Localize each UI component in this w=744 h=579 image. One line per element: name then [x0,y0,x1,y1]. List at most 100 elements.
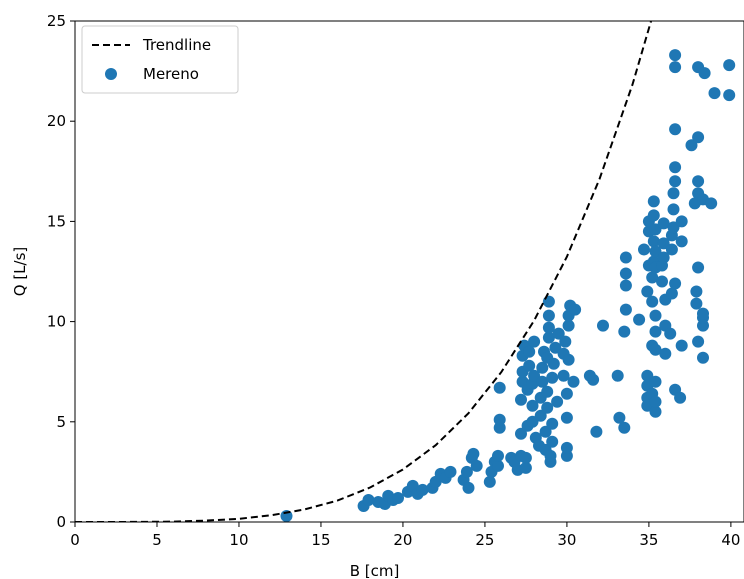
mereno-point [692,335,705,348]
chart-axes: 0 5 10 15 20 25 30 35 40 0 5 10 15 20 25 [47,12,744,549]
mereno-point [723,59,736,72]
mereno-point [697,351,709,364]
mereno-point [657,217,670,230]
x-tick-label: 10 [229,531,248,549]
mereno-point [562,319,575,332]
x-tick-label: 5 [152,531,162,549]
mereno-point [647,195,660,208]
mereno-point [641,285,654,298]
mereno-point [546,417,559,430]
mereno-point [392,492,404,504]
y-tick-label: 5 [56,413,66,431]
mereno-point [675,339,688,352]
mereno-point [470,459,483,472]
mereno-point [569,303,582,316]
x-axis-label: B [cm] [350,562,400,579]
mereno-point [647,235,660,248]
mereno-point [619,279,632,292]
mereno-point [483,475,496,488]
y-tick-label: 10 [47,313,66,331]
mereno-point [659,347,672,360]
mereno-point [657,237,670,250]
mereno-point [692,175,705,188]
mereno-point [444,465,457,478]
x-tick-label: 0 [70,531,80,549]
mereno-point [542,321,555,334]
mereno-point [560,411,573,424]
x-tick-label: 40 [721,531,740,549]
mereno-point [649,375,662,388]
mereno-point [552,327,565,340]
mereno-point [646,271,659,284]
mereno-point [649,309,662,322]
mereno-point [515,427,527,440]
mereno-point [649,343,662,356]
mereno-point [546,435,559,448]
y-tick-label: 15 [47,212,66,230]
y-tick-label: 25 [47,12,66,30]
mereno-point [542,309,555,322]
mereno-point [493,381,506,394]
mereno-point [551,395,564,408]
mereno-point [619,267,632,280]
mereno-point [467,447,480,460]
mereno-point [664,327,677,340]
mereno-point [649,245,662,258]
mereno-point [669,277,682,290]
mereno-point [534,409,547,422]
mereno-point [638,243,650,256]
mereno-point [649,325,662,338]
mereno-point [692,131,705,144]
mereno-point [523,345,536,358]
mereno-point [562,353,575,366]
mereno-point [685,139,698,152]
plot-frame [74,20,744,523]
mereno-point [597,319,609,332]
mereno-point [665,243,678,256]
mereno-point [698,67,711,80]
y-tick-label: 0 [56,513,66,531]
mereno-point [560,387,573,400]
x-tick-label: 35 [639,531,658,549]
mereno-point [611,369,624,382]
mereno-point [528,369,541,382]
legend: Trendline Mereno [81,25,239,94]
mereno-point [519,461,532,474]
mereno-point [618,421,631,434]
legend-box [81,25,239,94]
mereno-point [646,295,659,308]
mereno-point [492,449,504,462]
mereno-point [549,341,562,354]
mereno-point [523,359,536,372]
mereno-point [547,357,560,370]
mereno-point [690,297,703,310]
mereno-point [667,203,680,216]
mereno-point [587,373,600,386]
y-axis-label: Q [L/s] [11,247,29,297]
mereno-point [541,385,554,398]
mereno-point [649,395,662,408]
mereno-point [675,235,688,248]
legend-mereno-label: Mereno [143,65,199,83]
mereno-point [667,187,680,200]
mereno-point [669,123,682,136]
mereno-point [669,175,682,188]
mereno-point [708,87,721,100]
x-tick-label: 20 [393,531,412,549]
x-tick-label: 25 [475,531,494,549]
mereno-point [669,49,682,62]
mereno-point [667,221,680,234]
mereno-point [675,215,688,228]
x-tick-label: 30 [557,531,576,549]
mereno-point [539,425,552,438]
mereno-point [542,331,555,344]
mereno-point [541,401,554,414]
mereno-point [656,275,668,288]
mereno-point [633,313,646,326]
mereno-point [619,251,632,264]
mereno-point [542,295,555,308]
mereno-point [665,287,678,300]
mereno-point [657,251,670,264]
mereno-point [526,415,539,428]
